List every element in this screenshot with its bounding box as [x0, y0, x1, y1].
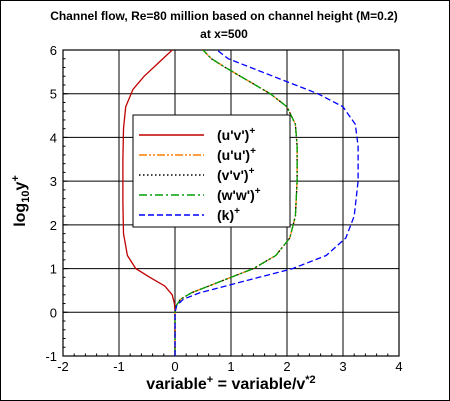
chart-subtitle: at x=500	[200, 27, 248, 41]
y-tick-label: 4	[50, 130, 57, 145]
y-tick-label: 0	[50, 305, 57, 320]
x-tick-label: 0	[171, 359, 178, 374]
x-tick-label: 1	[227, 359, 234, 374]
y-tick-label: 6	[50, 43, 57, 58]
x-tick-label: 2	[283, 359, 290, 374]
legend: (u'v')+(u'u')+(v'v')+(w'w')+(k)+	[132, 114, 291, 228]
x-tick-label: 4	[395, 359, 402, 374]
legend-label: (u'u')+	[217, 146, 256, 163]
legend-label: (v'v')+	[217, 166, 255, 183]
y-tick-label: 5	[50, 87, 57, 102]
legend-label: (u'v')+	[217, 126, 255, 143]
y-axis-title: log10y+	[10, 175, 32, 227]
x-tick-label: 3	[339, 359, 346, 374]
y-tick-label: 3	[50, 174, 57, 189]
x-tick-label: -1	[113, 359, 125, 374]
x-tick-label: -2	[57, 359, 69, 374]
series-line-4	[174, 50, 359, 356]
chart-title: Channel flow, Re=80 million based on cha…	[50, 9, 398, 23]
y-tick-label: 1	[50, 262, 57, 277]
x-axis-title: variable+ = variable/v*2	[146, 374, 315, 393]
y-tick-label: -1	[45, 349, 57, 364]
series-line-3	[174, 50, 298, 356]
series-line-0	[122, 50, 176, 356]
legend-box	[132, 114, 291, 228]
series-lines	[122, 50, 359, 356]
legend-label: (w'w')+	[217, 186, 261, 203]
plot-border	[62, 49, 400, 357]
y-tick-label: 2	[50, 218, 57, 233]
